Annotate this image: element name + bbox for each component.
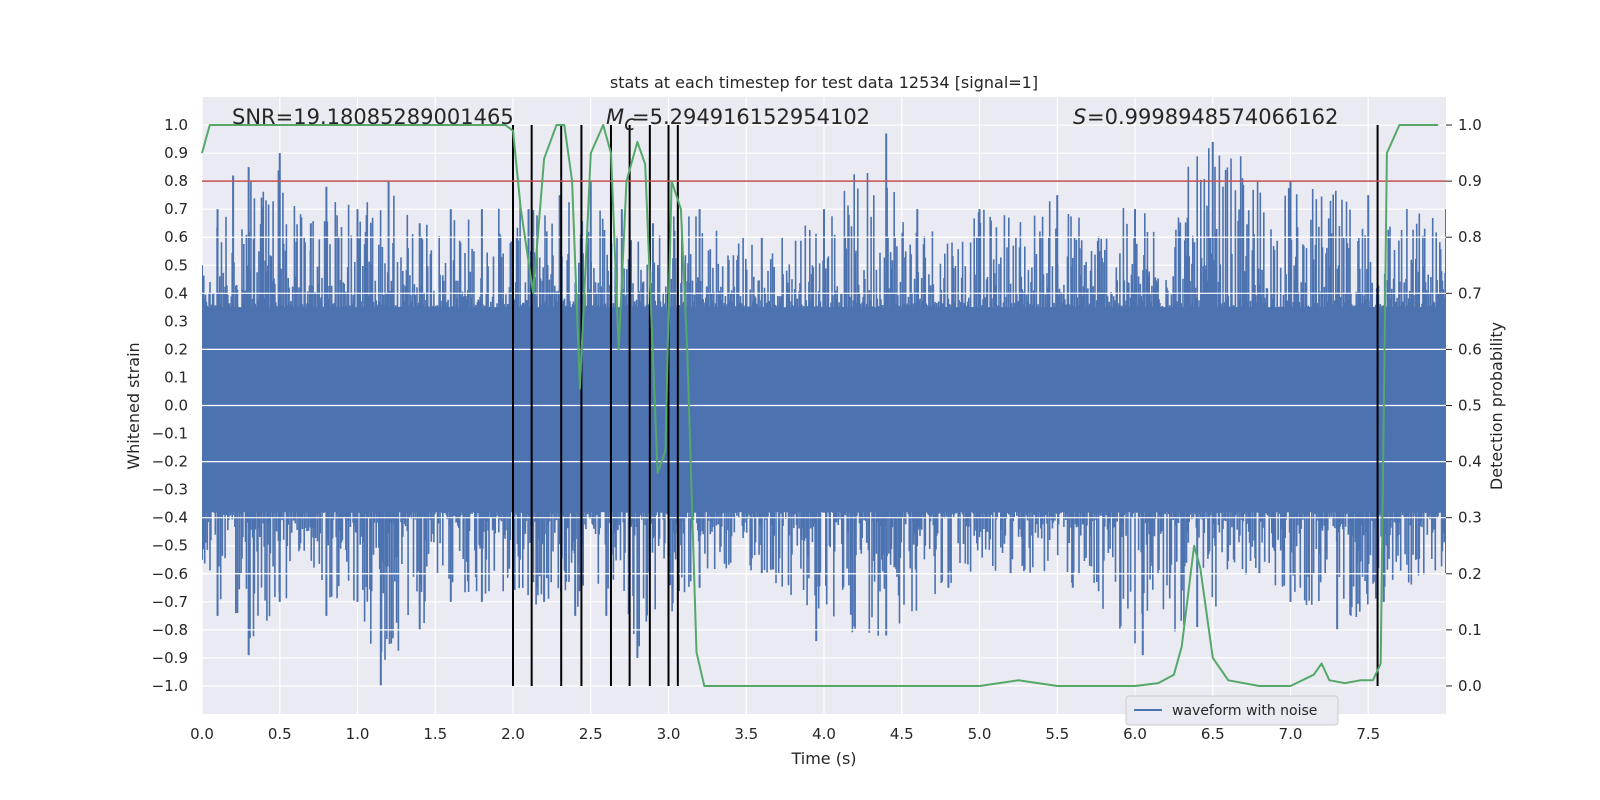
x-tick-label: 5.5 — [1045, 725, 1069, 743]
svg-text:M: M — [606, 105, 624, 129]
y-tick-label: −0.8 — [152, 621, 188, 639]
y2-tick-labels: 1.0 0.9 0.8 0.7 0.6 0.5 0.4 0.3 0.2 0.1 0.0 — [1446, 116, 1482, 695]
x-tick-label: 4.5 — [890, 725, 914, 743]
x-tick-label: 7.0 — [1279, 725, 1303, 743]
y-tick-label: 0.9 — [164, 144, 188, 162]
y-tick-label: 0.3 — [164, 312, 188, 330]
y2-tick-label: 0.6 — [1458, 340, 1482, 358]
svg-text:c: c — [624, 111, 636, 135]
x-tick-label: 6.0 — [1123, 725, 1147, 743]
y-tick-label: −0.7 — [152, 593, 188, 611]
y2-axis-label: Detection probability — [1487, 322, 1506, 490]
waveform-series — [202, 133, 1446, 686]
y2-tick-label: 0.1 — [1458, 621, 1482, 639]
event-markers — [512, 125, 1379, 686]
x-tick-label: 5.0 — [968, 725, 992, 743]
chart-title: stats at each timestep for test data 125… — [610, 73, 1038, 92]
legend: waveform with noise — [1125, 695, 1339, 726]
s-value: =0.9998948574066162 — [1087, 105, 1338, 129]
s-annotation: S =0.9998948574066162 — [1073, 105, 1338, 129]
y-tick-label: −0.9 — [152, 649, 188, 667]
y-tick-label: 0.4 — [164, 284, 188, 302]
y-tick-label: −0.5 — [152, 537, 188, 555]
y2-tick-label: 0.4 — [1458, 453, 1482, 471]
x-tick-label: 0.0 — [190, 725, 214, 743]
x-tick-label: 7.5 — [1356, 725, 1380, 743]
x-tick-label: 2.5 — [579, 725, 603, 743]
x-tick-label: 4.0 — [812, 725, 836, 743]
y-tick-label: 0.0 — [164, 397, 188, 415]
probability-series — [201, 124, 1439, 687]
x-tick-label: 6.5 — [1201, 725, 1225, 743]
y-tick-label: 0.2 — [164, 340, 188, 358]
y-tick-label: −0.1 — [152, 425, 188, 443]
y-tick-label: 0.6 — [164, 228, 188, 246]
x-tick-labels: 0.0 0.5 1.0 1.5 2.0 2.5 3.0 3.5 4.0 4.5 5.0 5.5 6.0 6… — [190, 725, 1380, 743]
y-tick-label: 0.5 — [164, 256, 188, 274]
y-tick-label: 0.7 — [164, 200, 188, 218]
chirp-mass-annotation: M c =5.294916152954102 — [606, 105, 870, 135]
y2-tick-label: 0.2 — [1458, 565, 1482, 583]
y-tick-label: 0.1 — [164, 368, 188, 386]
legend-label: waveform with noise — [1172, 703, 1317, 719]
y2-gridlines — [202, 124, 1446, 687]
y2-tick-label: 1.0 — [1458, 116, 1482, 134]
y2-tick-label: 0.3 — [1458, 509, 1482, 527]
y-tick-label: −1.0 — [152, 677, 188, 695]
y-tick-label: 0.8 — [164, 172, 188, 190]
chirp-mass-value: =5.294916152954102 — [632, 105, 870, 129]
snr-annotation: SNR=19.18085289001465 — [232, 105, 514, 129]
x-tick-label: 2.0 — [501, 725, 525, 743]
y2-tick-label: 0.0 — [1458, 677, 1482, 695]
y-tick-label: 1.0 — [164, 116, 188, 134]
y2-tick-label: 0.7 — [1458, 284, 1482, 302]
detection-probability-line — [201, 124, 1439, 687]
x-axis-label: Time (s) — [790, 749, 856, 768]
y-tick-label: −0.4 — [152, 509, 188, 527]
y-tick-label: −0.3 — [152, 481, 188, 499]
y-tick-labels: 1.0 0.9 0.8 0.7 0.6 0.5 0.4 0.3 0.2 0.1 0.0 −0.1 −0.… — [152, 116, 188, 695]
y-axis-label: Whitened strain — [124, 342, 143, 469]
x-tick-label: 3.0 — [657, 725, 681, 743]
y2-tick-label: 0.5 — [1458, 397, 1482, 415]
y2-tick-label: 0.8 — [1458, 228, 1482, 246]
x-tick-label: 3.5 — [734, 725, 758, 743]
y-tick-label: −0.2 — [152, 453, 188, 471]
x-tick-label: 1.0 — [346, 725, 370, 743]
x-tick-label: 0.5 — [268, 725, 292, 743]
y-tick-label: −0.6 — [152, 565, 188, 583]
x-tick-label: 1.5 — [423, 725, 447, 743]
legend-box — [1125, 695, 1339, 726]
svg-text:S: S — [1073, 105, 1086, 129]
y2-tick-label: 0.9 — [1458, 172, 1482, 190]
